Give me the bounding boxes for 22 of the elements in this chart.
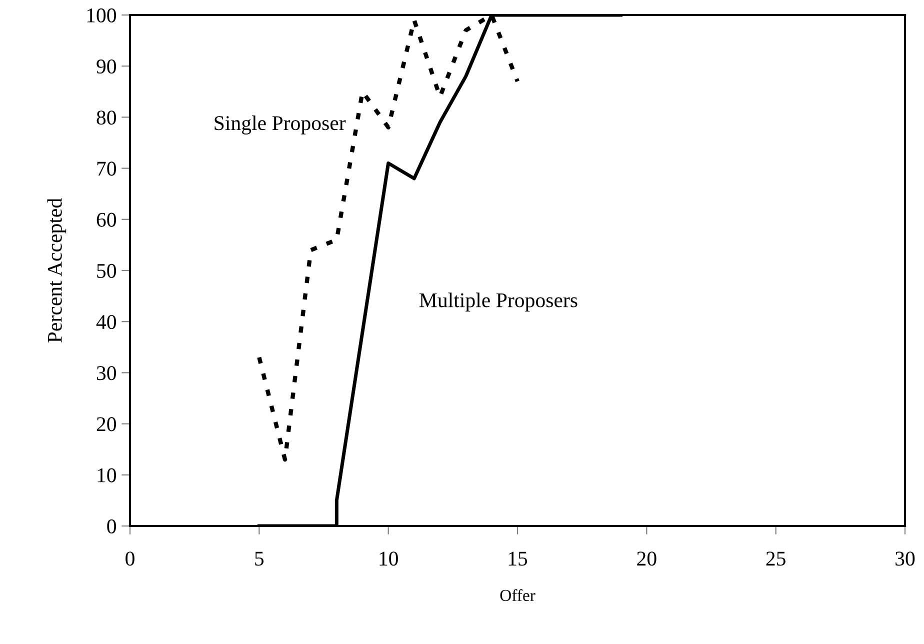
y-tick-label: 20 — [96, 417, 116, 432]
y-tick-label: 40 — [96, 314, 116, 330]
y-axis-title: Percent Accepted — [47, 198, 66, 342]
x-tick-label: 10 — [380, 552, 398, 566]
series-label: Single Proposer — [214, 116, 346, 134]
y-tick-label: 10 — [98, 468, 116, 482]
y-tick-label: 100 — [87, 8, 116, 22]
x-tick-label: 15 — [508, 552, 528, 566]
x-tick-label: 30 — [896, 552, 915, 566]
y-tick-label: 70 — [97, 162, 116, 176]
x-tick-label: 0 — [126, 552, 134, 566]
y-tick-label: 0 — [107, 519, 116, 534]
y-tick-label: 80 — [96, 110, 116, 125]
y-tick-label: 60 — [96, 212, 116, 227]
x-tick-label: 25 — [766, 552, 786, 566]
y-tick-label: 30 — [96, 366, 116, 380]
x-tick-label: 20 — [637, 552, 656, 566]
y-tick-label: 90 — [96, 59, 116, 74]
x-tick-label: 5 — [255, 552, 264, 566]
text: Multiple Proposers — [419, 292, 578, 312]
x-axis-title: Offer — [500, 589, 536, 602]
y-tick-label: 50 — [97, 264, 116, 278]
